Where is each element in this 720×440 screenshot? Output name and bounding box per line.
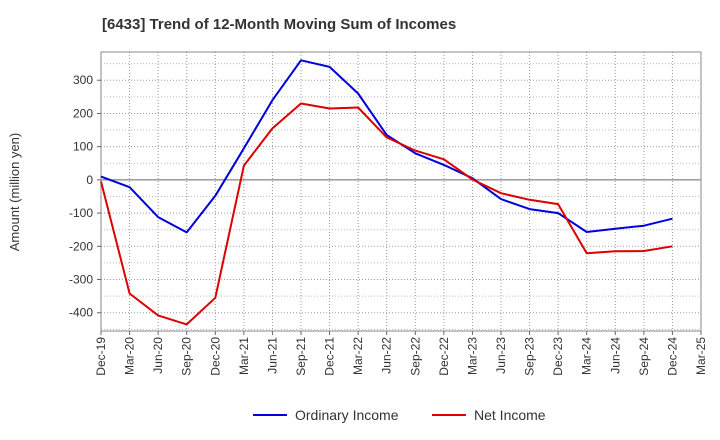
- axes: [97, 51, 702, 335]
- x-tick-label: Dec-24: [665, 337, 679, 376]
- series-lines: [100, 59, 673, 326]
- x-tick-label: Dec-21: [323, 337, 337, 376]
- x-tick-label: Jun-21: [265, 337, 279, 374]
- x-tick-label: Mar-24: [580, 337, 594, 375]
- x-tick-label: Dec-19: [94, 337, 108, 376]
- legend: Ordinary Income Net Income: [253, 407, 546, 423]
- x-tick-label: Dec-22: [437, 337, 451, 376]
- y-tick-label: -400: [69, 306, 93, 320]
- y-tick-label: 100: [73, 140, 93, 154]
- y-tick-label: 300: [73, 73, 93, 87]
- y-tick-label: -100: [69, 206, 93, 220]
- tick-labels: 300 200 100 0 -100 -200 -300 -400 Dec-19 Mar-20 Ju…: [69, 73, 708, 375]
- legend-label-net-income: Net Income: [474, 407, 546, 423]
- x-tick-label: Mar-20: [123, 337, 137, 375]
- y-tick-label: -300: [69, 273, 93, 287]
- series-line-ordinary-income: [100, 59, 673, 234]
- x-tick-label: Jun-20: [151, 337, 165, 374]
- x-tick-label: Jun-22: [380, 337, 394, 374]
- x-tick-label: Dec-23: [551, 337, 565, 376]
- grid: [100, 52, 702, 331]
- y-tick-label: 0: [86, 173, 93, 187]
- x-tick-label: Mar-21: [237, 337, 251, 375]
- series-line-net-income: [100, 102, 673, 326]
- chart-title: [6433] Trend of 12-Month Moving Sum of I…: [102, 16, 457, 33]
- x-tick-label: Mar-23: [465, 337, 479, 375]
- x-tick-label: Sep-20: [180, 337, 194, 376]
- plot-frame: [100, 51, 702, 332]
- x-tick-label: Jun-24: [608, 337, 622, 374]
- x-tick-label: Sep-23: [523, 337, 537, 376]
- x-tick-label: Sep-21: [294, 337, 308, 376]
- x-tick-label: Mar-25: [694, 337, 708, 375]
- x-tick-label: Mar-22: [351, 337, 365, 375]
- x-tick-label: Sep-22: [408, 337, 422, 376]
- y-axis-title: Amount (million yen): [7, 133, 22, 252]
- x-tick-label: Dec-20: [208, 337, 222, 376]
- y-tick-label: 200: [73, 106, 93, 120]
- x-tick-label: Sep-24: [637, 337, 651, 376]
- y-tick-label: -200: [69, 239, 93, 253]
- x-tick-label: Jun-23: [494, 337, 508, 374]
- legend-label-ordinary-income: Ordinary Income: [295, 407, 399, 423]
